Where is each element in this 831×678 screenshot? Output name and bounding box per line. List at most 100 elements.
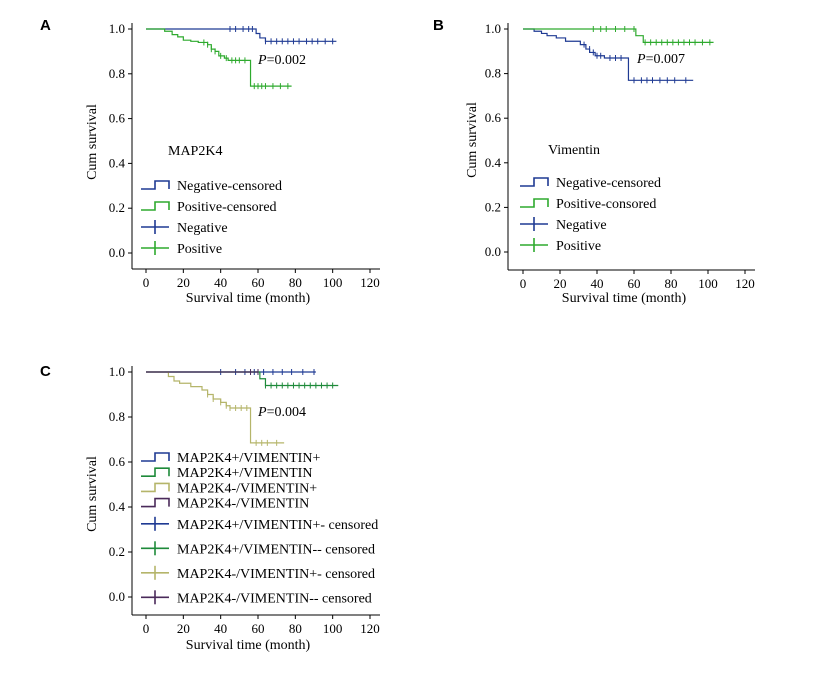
x-tick-label: 0 [143,621,150,636]
legend-label: Positive [556,239,601,254]
x-tick-label: 0 [143,275,150,290]
p-value: P=0.002 [257,53,306,68]
legend-step-icon [141,467,170,477]
y-tick-label: 0.0 [109,245,125,260]
legend-label: MAP2K4-/VIMENTIN [177,497,309,512]
legend-step-icon [141,452,170,462]
x-tick-label: 100 [323,275,343,290]
legend-item: MAP2K4-/VIMENTIN-- censored [141,590,372,606]
legend-label: MAP2K4+/VIMENTIN-- censored [177,542,375,557]
y-tick-label: 0.0 [109,589,125,604]
y-tick-label: 0.2 [485,199,501,214]
y-tick-label: 0.6 [109,111,126,126]
legend-label: Negative [556,218,607,233]
legend-item: Positive [141,241,222,257]
y-tick-label: 0.0 [485,244,501,259]
legend-step-icon [141,497,170,508]
y-tick-label: 0.8 [109,409,125,424]
legend-label: Positive-consored [556,197,656,212]
x-tick-label: 100 [698,276,718,291]
x-axis-label: Survival time (month) [186,638,311,653]
x-axis-label: Survival time (month) [186,291,311,306]
x-tick-label: 20 [554,276,567,291]
legend-item: Negative [520,217,607,233]
y-tick-label: 0.8 [109,66,125,81]
legend-item: MAP2K4-/VIMENTIN [141,497,309,512]
series-map2k4-vimentin- [146,371,285,446]
x-tick-label: 40 [214,621,227,636]
legend-item: MAP2K4+/VIMENTIN+- censored [141,516,378,533]
panel-b-chart: 0.0 0.2 0.4 0.6 0.8 1.0 0 20 40 60 80 100 120 Surviva… [465,21,755,306]
legend-label: MAP2K4+/VIMENTIN+ [177,451,320,466]
series-positive [523,26,714,46]
legend-item: MAP2K4+/VIMENTIN-- censored [141,541,375,557]
series-map2k4-vimentin [146,369,259,375]
series-positive [146,28,292,90]
y-tick-label: 0.6 [109,454,126,469]
series-map2k4-vimentin [146,371,339,389]
legend-item: Negative [141,220,228,236]
panel-label: MAP2K4 [168,144,222,159]
legend-label: MAP2K4+/VIMENTIN+- censored [177,518,378,533]
panel-letter-a: A [40,17,51,34]
legend-item: MAP2K4-/VIMENTIN+ [141,481,317,496]
x-tick-label: 20 [177,621,190,636]
y-tick-label: 1.0 [109,364,125,379]
y-axis-label: Cum survival [465,102,480,178]
x-tick-label: 80 [289,621,302,636]
legend-item: Positive [520,238,601,254]
x-tick-label: 60 [252,621,265,636]
y-tick-label: 0.6 [485,110,502,125]
legend-step-icon [141,180,170,190]
legend-label: Negative-censored [177,179,282,194]
y-tick-label: 1.0 [109,21,125,36]
x-tick-label: 0 [520,276,527,291]
legend-item: Negative-censored [520,176,661,191]
x-tick-label: 20 [177,275,190,290]
legend: MAP2K4+/VIMENTIN+MAP2K4+/VIMENTINMAP2K4-… [141,451,378,606]
legend-step-icon [141,201,170,211]
y-tick-label: 0.2 [109,544,125,559]
y-tick-label: 1.0 [485,21,501,36]
legend-item: Positive-consored [520,197,656,212]
legend-item: MAP2K4+/VIMENTIN+ [141,451,320,466]
legend-step-icon [520,177,549,187]
legend-item: MAP2K4-/VIMENTIN+- censored [141,565,375,582]
legend-item: Positive-censored [141,200,277,215]
legend-label: MAP2K4+/VIMENTIN [177,466,312,481]
legend-item: MAP2K4+/VIMENTIN [141,466,312,481]
y-tick-label: 0.2 [109,200,125,215]
legend-label: MAP2K4-/VIMENTIN+ [177,481,317,496]
legend-label: MAP2K4-/VIMENTIN-- censored [177,591,372,606]
x-axis-label: Survival time (month) [562,291,687,306]
x-tick-label: 60 [628,276,641,291]
x-tick-label: 120 [735,276,755,291]
legend-label: Positive [177,242,222,257]
y-tick-label: 0.4 [109,499,126,514]
series-negative [523,28,694,84]
x-tick-label: 40 [591,276,604,291]
p-value: P=0.004 [257,405,306,420]
panel-letter-b: B [433,17,444,34]
survival-curve [523,28,714,43]
panel-c-chart: 0.0 0.2 0.4 0.6 0.8 1.0 0 20 40 60 80 100 120 Surviva… [85,364,380,653]
x-tick-label: 100 [323,621,343,636]
panel-label: Vimentin [548,143,600,158]
legend-label: Positive-censored [177,200,277,215]
x-tick-label: 40 [214,275,227,290]
series-negative [146,26,337,45]
legend-step-icon [520,198,549,208]
legend-item: Negative-censored [141,179,282,194]
panel-letter-c: C [40,363,51,380]
panel-a-chart: 0.0 0.2 0.4 0.6 0.8 1.0 0 20 40 60 80 100 120 Surviva… [85,21,380,306]
legend-label: MAP2K4-/VIMENTIN+- censored [177,567,375,582]
survival-curve [523,28,694,81]
x-tick-label: 120 [360,621,380,636]
y-axis-label: Cum survival [85,104,100,180]
legend: Negative-censored Positive-censored Negati… [141,179,282,257]
y-axis-label: Cum survival [85,456,100,532]
legend-label: Negative-censored [556,176,661,191]
y-tick-label: 0.4 [485,155,502,170]
survival-curve [146,371,339,387]
